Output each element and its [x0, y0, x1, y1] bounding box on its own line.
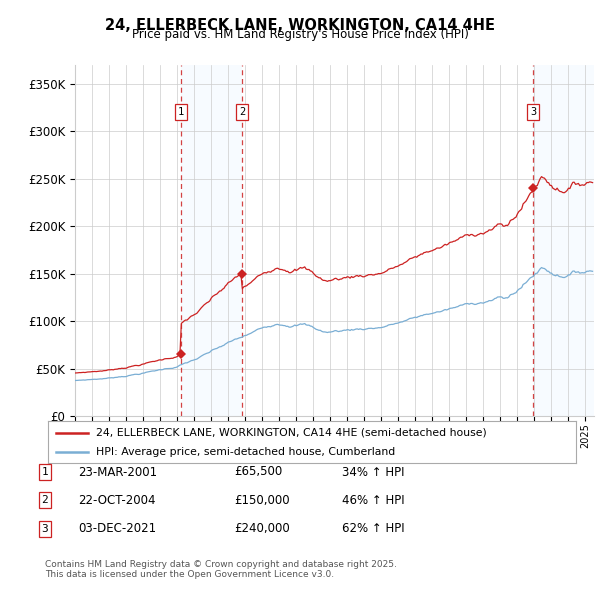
Text: £240,000: £240,000 [234, 522, 290, 535]
Text: 2: 2 [239, 107, 245, 117]
Bar [533, 65, 594, 416]
Text: Contains HM Land Registry data © Crown copyright and database right 2025.
This d: Contains HM Land Registry data © Crown c… [45, 560, 397, 579]
Text: Price paid vs. HM Land Registry's House Price Index (HPI): Price paid vs. HM Land Registry's House … [131, 28, 469, 41]
Text: 34% ↑ HPI: 34% ↑ HPI [342, 466, 404, 478]
Bar [181, 65, 242, 416]
Text: 1: 1 [178, 107, 184, 117]
Text: 46% ↑ HPI: 46% ↑ HPI [342, 494, 404, 507]
Text: £150,000: £150,000 [234, 494, 290, 507]
Text: 03-DEC-2021: 03-DEC-2021 [78, 522, 156, 535]
Text: 2: 2 [41, 496, 49, 505]
Text: HPI: Average price, semi-detached house, Cumberland: HPI: Average price, semi-detached house,… [95, 447, 395, 457]
Text: 62% ↑ HPI: 62% ↑ HPI [342, 522, 404, 535]
Text: 22-OCT-2004: 22-OCT-2004 [78, 494, 155, 507]
Text: 24, ELLERBECK LANE, WORKINGTON, CA14 4HE: 24, ELLERBECK LANE, WORKINGTON, CA14 4HE [105, 18, 495, 32]
Text: 3: 3 [530, 107, 536, 117]
Text: £65,500: £65,500 [234, 466, 282, 478]
Text: 3: 3 [41, 524, 49, 533]
Text: 24, ELLERBECK LANE, WORKINGTON, CA14 4HE (semi-detached house): 24, ELLERBECK LANE, WORKINGTON, CA14 4HE… [95, 428, 486, 438]
Text: 23-MAR-2001: 23-MAR-2001 [78, 466, 157, 478]
Text: 1: 1 [41, 467, 49, 477]
